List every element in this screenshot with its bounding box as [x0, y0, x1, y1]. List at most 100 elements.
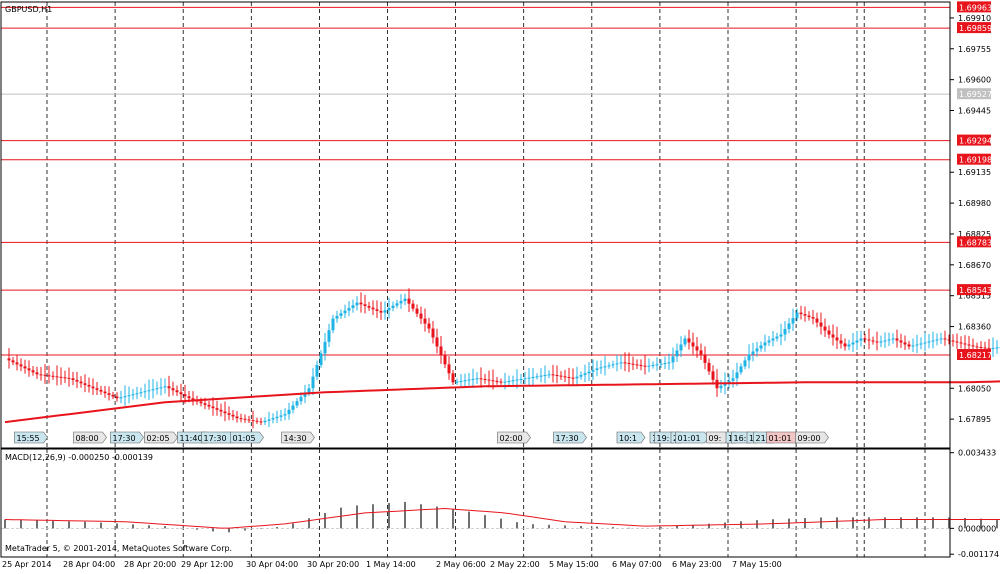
candle-body — [979, 346, 983, 348]
candle-body — [79, 381, 83, 384]
trade-time-label-2[interactable] — [110, 431, 144, 444]
trade-time-label-6[interactable] — [230, 431, 264, 444]
candle-body — [447, 364, 451, 374]
candle-body — [51, 375, 55, 377]
candle-body — [343, 310, 347, 314]
sub-y-tick-label-2: -0.001174 — [958, 550, 999, 559]
trade-time-text-5: 17:30 — [204, 434, 227, 443]
candle-body — [883, 340, 887, 342]
candle-body — [187, 396, 191, 399]
x-tick-label-11: 6 May 23:00 — [672, 560, 722, 569]
candle-body — [71, 378, 75, 380]
candle-body — [423, 318, 427, 324]
candle-body — [963, 343, 967, 345]
candle-body — [507, 380, 511, 382]
candle-body — [475, 378, 479, 380]
moving-average-series — [4, 380, 1000, 424]
candle-body — [455, 381, 459, 383]
candle-body — [411, 303, 415, 309]
candle-body — [123, 396, 127, 398]
trade-time-text-20: 01:01 — [769, 434, 792, 443]
y-tick-label-6: 1.68825 — [958, 230, 991, 239]
trade-time-label-8[interactable] — [497, 431, 531, 444]
candle-body — [299, 396, 303, 402]
candle-body — [851, 342, 855, 345]
candle-body — [743, 360, 747, 367]
trade-time-label-1[interactable] — [73, 431, 107, 444]
candle-body — [855, 340, 859, 343]
main-plot-frame — [0, 1, 951, 449]
candle-body — [987, 347, 991, 349]
candle-body — [571, 377, 575, 379]
trade-time-label-9[interactable] — [553, 431, 587, 444]
candle-body — [687, 338, 691, 343]
candle-body — [399, 300, 403, 304]
candle-body — [219, 409, 223, 412]
candle-body — [139, 392, 143, 394]
candle-body — [199, 401, 203, 404]
level-tag-5 — [957, 284, 991, 296]
x-tick-label-7: 2 May 06:00 — [436, 560, 486, 569]
candle-body — [395, 303, 399, 306]
trade-time-label-3[interactable] — [144, 431, 178, 444]
candle-body — [835, 337, 839, 341]
candle-body — [791, 318, 795, 324]
y-tick-label-11: 1.67895 — [958, 415, 991, 424]
candle-body — [315, 365, 319, 377]
candle-body — [415, 308, 419, 314]
candle-body — [183, 394, 187, 397]
candle-body — [307, 388, 311, 393]
candle-body — [611, 364, 615, 366]
candle-body — [103, 391, 107, 394]
candle-body — [895, 338, 899, 341]
candle-body — [323, 341, 327, 354]
candle-body — [259, 421, 263, 423]
x-tick-label-8: 2 May 22:00 — [490, 560, 540, 569]
candle-body — [19, 364, 23, 367]
candle-body — [839, 340, 843, 344]
sub-y-tick-label-1: 0.000000 — [958, 524, 996, 533]
candle-body — [275, 416, 279, 419]
candle-body — [31, 370, 35, 373]
candle-body — [91, 386, 95, 389]
candle-body — [347, 307, 351, 311]
indicator-grid — [46, 449, 926, 557]
candle-body — [907, 344, 911, 347]
candle-body — [27, 368, 31, 371]
trade-time-text-18: 1 — [749, 434, 754, 443]
y-tick-label-3: 1.69445 — [958, 107, 991, 116]
candle-body — [495, 380, 499, 382]
candle-body — [63, 377, 67, 379]
candle-body — [567, 376, 571, 378]
candle-body — [859, 338, 863, 341]
candle-body — [251, 420, 255, 422]
trade-time-label-0[interactable] — [14, 431, 48, 444]
candle-body — [155, 388, 159, 390]
candle-body — [271, 418, 275, 420]
x-tick-label-3: 29 Apr 12:00 — [181, 560, 233, 569]
trade-time-label-10[interactable] — [616, 431, 646, 444]
candle-body — [499, 381, 503, 383]
trade-time-text-21: 09:00 — [798, 434, 821, 443]
level-tag-text-3: 1.69198 — [959, 156, 992, 165]
candle-body — [179, 392, 183, 395]
trade-time-label-7[interactable] — [281, 431, 315, 444]
trade-time-text-14: 01:01 — [678, 434, 701, 443]
candle-body — [623, 362, 627, 364]
trade-time-label-21[interactable] — [795, 431, 829, 444]
trade-time-text-8: 02:00 — [500, 434, 523, 443]
candle-body — [303, 392, 307, 397]
level-tag-1 — [957, 22, 991, 34]
candle-body — [175, 390, 179, 393]
candle-body — [971, 345, 975, 347]
current-price-tag — [957, 88, 991, 100]
candle-body — [151, 389, 155, 391]
candle-body — [167, 386, 171, 389]
candle-body — [755, 348, 759, 352]
y-tick-label-7: 1.68670 — [958, 261, 991, 270]
candle-body — [799, 312, 803, 315]
candle-body — [23, 366, 27, 369]
candle-body — [539, 375, 543, 377]
candle-body — [359, 302, 363, 305]
candle-body — [599, 367, 603, 369]
